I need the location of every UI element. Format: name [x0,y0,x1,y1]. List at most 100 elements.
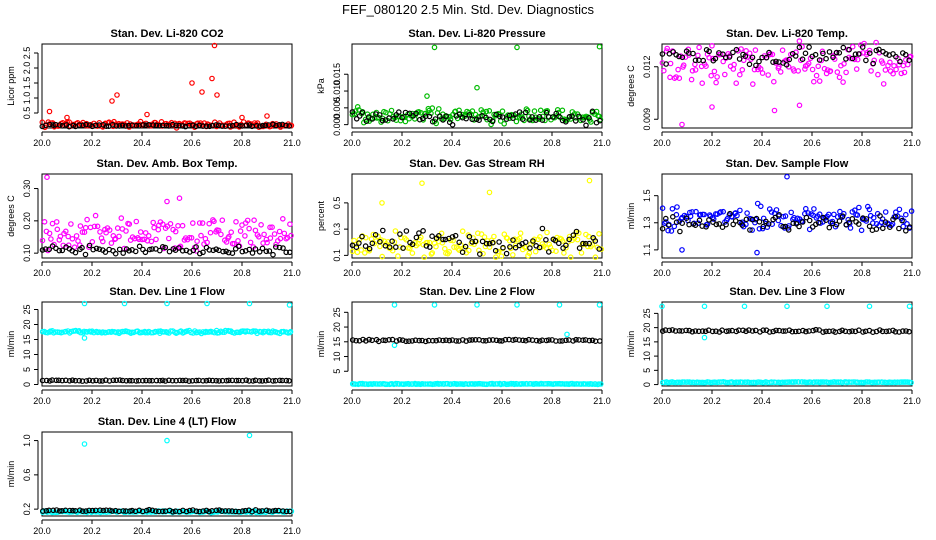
data-point [114,92,120,98]
data-point [440,117,446,123]
data-point [552,237,559,244]
data-point [450,237,456,244]
data-point [846,219,853,226]
data-point [566,114,573,120]
data-point [686,327,693,334]
data-point [792,379,799,385]
data-point [826,224,833,231]
data-point [816,57,823,63]
data-point [91,223,98,230]
data-point [827,68,834,74]
data-point [486,189,493,196]
data-point [276,122,283,128]
data-point [286,123,293,129]
data-point [770,59,776,65]
x-tick-label: 20.6 [493,138,511,148]
data-point [892,214,899,220]
x-tick-label: 20.4 [753,396,771,406]
data-point [849,43,856,50]
x-tick-label: 20.8 [233,268,251,278]
data-point [537,234,543,240]
data-point [556,113,562,120]
data-point [583,122,589,129]
data-point [69,236,76,242]
x-tick-label: 20.4 [133,268,151,278]
data-point [744,210,750,216]
data-point [831,211,837,218]
data-point [196,220,203,226]
data-point [532,248,539,255]
data-point [873,47,880,54]
data-point [739,379,746,386]
data-point [799,43,805,50]
data-point [669,214,676,220]
data-point [133,122,140,129]
data-point [834,69,841,75]
data-point [139,236,146,243]
data-point [119,377,126,384]
data-point [93,377,99,384]
data-point [692,67,699,73]
data-point [200,249,206,256]
data-point [76,122,83,128]
data-point [901,69,908,76]
y-tick-label: 10 [22,349,32,359]
x-tick-label: 20.8 [543,396,561,406]
data-point [84,216,90,223]
data-point [740,327,746,334]
data-point [908,379,914,386]
data-point [496,337,503,344]
y-tick-label: 0.20 [22,212,32,230]
data-point [77,507,83,514]
data-point [349,248,356,255]
data-point [69,377,76,384]
data-point [267,235,274,241]
y-tick-label: 20 [22,319,32,329]
x-tick-label: 20.6 [493,268,511,278]
data-point [544,229,550,236]
x-tick-label: 20.4 [443,396,461,406]
data-point [860,215,866,221]
data-point [446,337,453,344]
data-point [67,507,73,514]
data-point [429,381,436,388]
data-point [580,117,586,123]
data-point [286,508,293,515]
data-point [509,252,516,258]
data-point [97,229,103,235]
data-point [47,121,53,128]
x-tick-label: 20.6 [803,138,821,148]
y-tick-label: 0.3 [332,223,342,236]
data-point [779,379,786,386]
y-tick-label: 0 [22,382,32,387]
data-point [469,108,476,114]
data-point [553,110,560,117]
data-point [403,381,409,387]
data-point [424,93,430,99]
data-point [713,79,719,86]
data-point [265,377,272,384]
data-point [472,336,479,343]
data-point [659,205,666,212]
data-point [456,239,463,246]
y-tick-label: 20 [332,322,342,332]
data-point [57,233,64,240]
y-tick-label: 1.1 [642,244,652,257]
data-point [570,338,576,344]
data-point [876,327,883,333]
data-point [784,303,790,310]
data-point [671,379,677,386]
y-tick-label: 0.10 [22,244,32,262]
data-point [756,226,763,232]
plot-area [661,301,913,387]
data-point [213,246,220,253]
data-point [836,49,843,56]
data-point [501,121,508,127]
data-point [219,217,226,224]
data-point [564,331,570,338]
data-point [270,378,276,384]
data-point [231,240,238,247]
data-point [147,246,153,253]
data-point [213,507,220,514]
data-point [536,244,543,251]
